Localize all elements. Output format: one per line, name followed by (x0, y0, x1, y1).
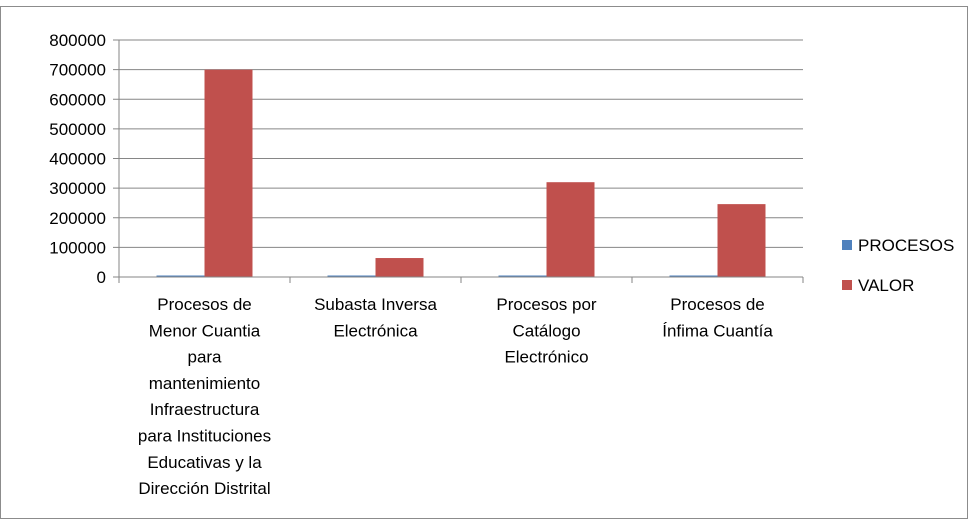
bar-procesos-3 (498, 275, 547, 277)
bar-procesos-2 (327, 275, 376, 277)
x-category-label-line: Dirección Distrital (138, 479, 270, 498)
y-tick-label: 0 (97, 268, 106, 287)
y-tick-label: 400000 (49, 150, 106, 169)
x-category-label: Subasta Inversa Electrónica (314, 295, 437, 340)
x-category-label-line: Electrónico (504, 348, 588, 367)
x-category-label-line: Procesos de (157, 295, 252, 314)
x-category-label-line: Catálogo (512, 321, 580, 340)
x-category-label-line: Procesos por (496, 295, 596, 314)
bar-valor-3 (546, 182, 595, 277)
x-category-label: Procesos por Catálogo Electrónico (496, 295, 596, 367)
x-category-label: Procesos de Ínfima Cuantía (662, 295, 773, 340)
legend-swatch-procesos (842, 240, 852, 250)
x-category-label-line: Educativas y la (147, 453, 262, 472)
x-category-label-line: Electrónica (333, 321, 418, 340)
legend-label-procesos: PROCESOS (858, 236, 954, 255)
bar-chart: 0 100000 200000 300000 400000 500000 600000 700… (49, 31, 954, 498)
x-category-label-line: Subasta Inversa (314, 295, 437, 314)
chart-frame: 0 100000 200000 300000 400000 500000 600000 700… (0, 6, 968, 519)
x-category-label-line: Procesos de (670, 295, 765, 314)
x-category-label-line: para (187, 348, 222, 367)
x-category-label-line: Ínfima Cuantía (662, 321, 773, 340)
y-tick-label: 700000 (49, 61, 106, 80)
x-category-label-line: Menor Cuantia (149, 321, 261, 340)
x-category-label-line: para Instituciones (138, 427, 271, 446)
legend-label-valor: VALOR (858, 276, 914, 295)
x-category-label-line: mantenimiento (149, 374, 261, 393)
legend-swatch-valor (842, 280, 852, 290)
bar-valor-4 (717, 204, 766, 277)
y-tick-label: 800000 (49, 31, 106, 50)
bar-valor-2 (375, 258, 424, 277)
y-tick-label: 100000 (49, 238, 106, 257)
y-tick-label: 500000 (49, 120, 106, 139)
bar-valor-1 (204, 69, 253, 277)
x-category-label-line: Infraestructura (150, 400, 260, 419)
y-tick-label: 300000 (49, 179, 106, 198)
y-tick-label: 600000 (49, 90, 106, 109)
bar-procesos-1 (156, 275, 205, 277)
y-tick-label: 200000 (49, 209, 106, 228)
bar-procesos-4 (669, 275, 718, 277)
x-category-label: Procesos de Menor Cuantia para mantenimient… (138, 295, 271, 498)
